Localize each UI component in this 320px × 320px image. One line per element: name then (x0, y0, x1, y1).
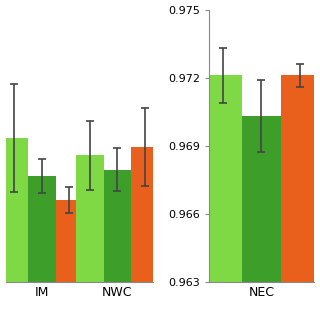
Bar (103, 170, 131, 320)
Bar (204, 75, 242, 320)
Bar (281, 75, 319, 320)
Bar (76, 156, 103, 320)
Bar (56, 200, 83, 320)
Bar (242, 116, 281, 320)
Bar (28, 176, 56, 320)
Bar (131, 147, 159, 320)
Bar (0, 138, 28, 320)
